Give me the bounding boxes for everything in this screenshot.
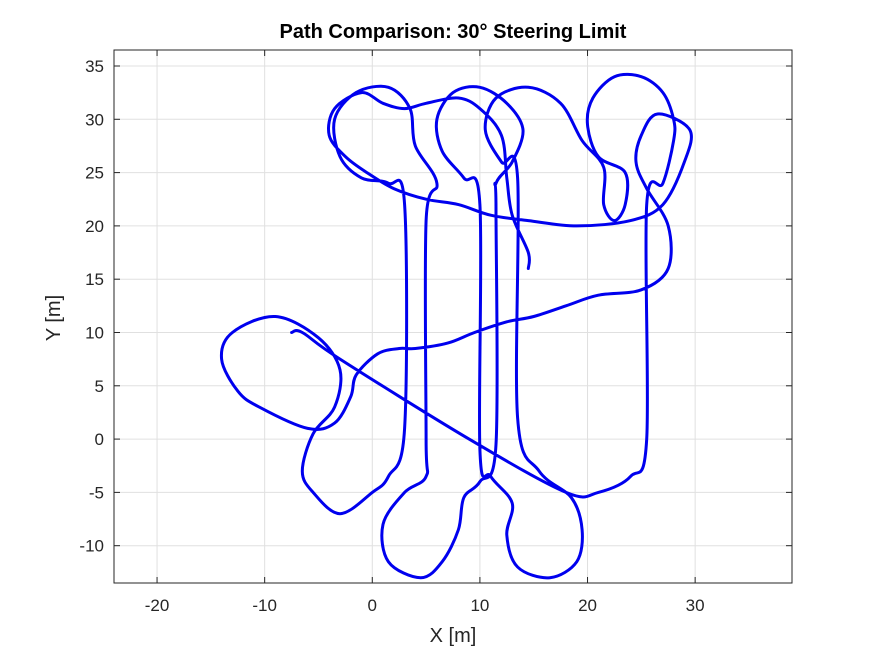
y-tick-label: -5 <box>89 483 104 502</box>
axes-box <box>113 49 793 584</box>
x-tick-label: 10 <box>470 596 489 615</box>
y-tick-label: 5 <box>95 377 104 396</box>
path-line <box>219 72 693 580</box>
x-tick-label: -20 <box>145 596 170 615</box>
x-tick-label: 20 <box>578 596 597 615</box>
y-axis-label: Y [m] <box>43 295 65 341</box>
chart-title: Path Comparison: 30° Steering Limit <box>280 21 627 43</box>
y-tick-label: 10 <box>85 323 104 342</box>
path-series <box>219 72 693 580</box>
y-tick-label: -10 <box>79 537 104 556</box>
y-tick-label: 35 <box>85 57 104 76</box>
x-axis-label: X [m] <box>430 625 477 647</box>
y-tick-label: 0 <box>95 430 104 449</box>
y-tick-label: 30 <box>85 110 104 129</box>
y-tick-label: 15 <box>85 270 104 289</box>
y-tick-label: 25 <box>85 164 104 183</box>
x-tick-label: 0 <box>368 596 377 615</box>
y-tick-label: 20 <box>85 217 104 236</box>
axis-ticks: -20 -10 0 10 20 30 -10 -5 0 5 10 15 20 25 30 35 <box>79 50 792 615</box>
x-tick-label: -10 <box>252 596 277 615</box>
x-tick-label: 30 <box>686 596 705 615</box>
